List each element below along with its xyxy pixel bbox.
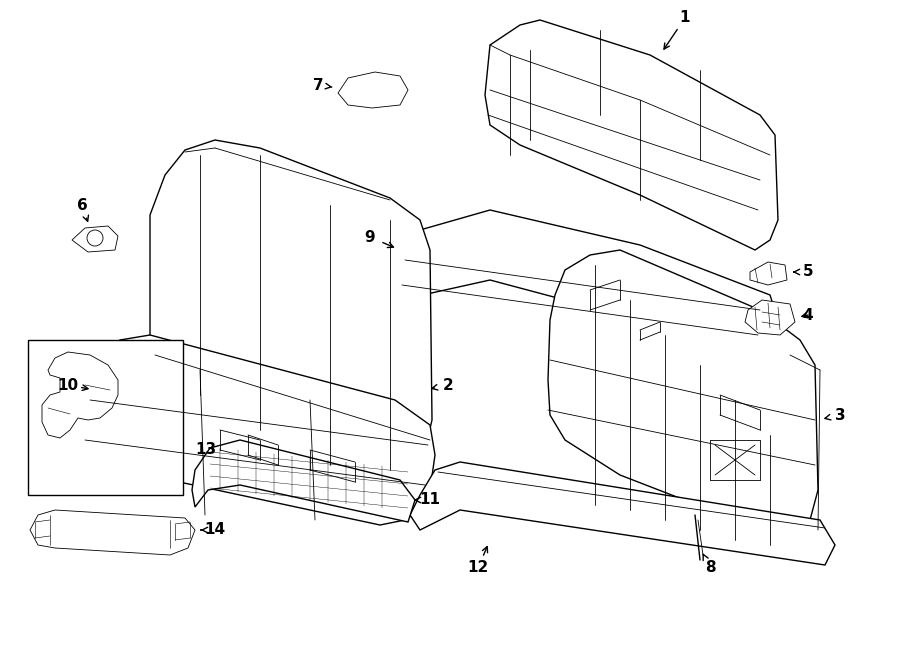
- Polygon shape: [30, 510, 195, 555]
- Text: 4: 4: [803, 307, 814, 323]
- Text: 14: 14: [204, 522, 226, 537]
- Text: 5: 5: [803, 264, 814, 280]
- Polygon shape: [42, 352, 118, 438]
- Text: 10: 10: [58, 377, 78, 393]
- Bar: [28, 340, 183, 495]
- Text: 11: 11: [419, 492, 440, 508]
- Polygon shape: [192, 440, 415, 522]
- Text: 2: 2: [443, 377, 454, 393]
- Text: 7: 7: [312, 77, 323, 93]
- Text: 3: 3: [834, 407, 845, 422]
- Text: 6: 6: [76, 198, 87, 212]
- Polygon shape: [150, 140, 432, 475]
- Text: 1: 1: [680, 11, 690, 26]
- Polygon shape: [745, 300, 795, 335]
- Polygon shape: [80, 335, 435, 525]
- Text: 12: 12: [467, 561, 489, 576]
- Text: 8: 8: [705, 561, 716, 576]
- Polygon shape: [548, 250, 818, 535]
- Text: 13: 13: [195, 442, 216, 457]
- Polygon shape: [72, 226, 118, 252]
- Polygon shape: [390, 210, 778, 365]
- Polygon shape: [338, 72, 408, 108]
- Polygon shape: [750, 262, 787, 285]
- Polygon shape: [485, 20, 778, 250]
- Polygon shape: [410, 462, 835, 565]
- Text: 9: 9: [364, 229, 375, 245]
